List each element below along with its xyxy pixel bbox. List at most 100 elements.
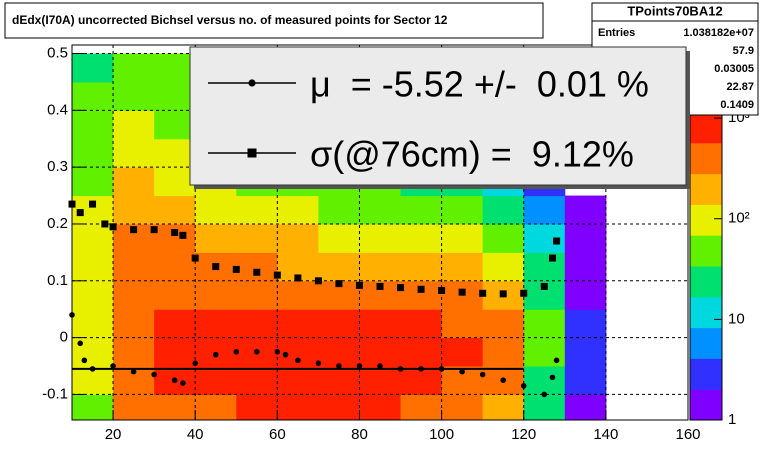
heat-cell bbox=[72, 138, 114, 168]
heat-cell bbox=[277, 223, 319, 253]
square-marker bbox=[335, 280, 343, 288]
heat-cell bbox=[154, 167, 196, 197]
color-bar-segment bbox=[690, 358, 722, 390]
square-marker bbox=[499, 290, 507, 298]
circle-marker bbox=[233, 349, 240, 355]
heat-cell bbox=[400, 223, 443, 253]
square-marker bbox=[520, 289, 528, 297]
heat-cell bbox=[359, 195, 402, 225]
heat-cell bbox=[277, 195, 319, 225]
heat-cell bbox=[359, 223, 402, 253]
heat-cell bbox=[154, 280, 196, 310]
legend-frame bbox=[189, 46, 687, 186]
y-tick-label: 0.4 bbox=[47, 101, 68, 118]
heat-cell bbox=[113, 309, 155, 339]
legend: μ = -5.52 +/- 0.01 % σ(@76cm) = 9.12% bbox=[189, 46, 690, 189]
stats-entries-label: Entries bbox=[598, 27, 635, 39]
circle-marker bbox=[130, 368, 137, 375]
circle-marker bbox=[295, 357, 301, 364]
circle-marker bbox=[336, 363, 342, 369]
heat-cell bbox=[154, 223, 196, 253]
square-marker bbox=[89, 200, 97, 208]
circle-marker bbox=[418, 366, 424, 372]
heat-cell bbox=[523, 309, 566, 339]
heat-cell bbox=[564, 337, 607, 367]
circle-marker bbox=[459, 368, 465, 375]
z-tick-label: 1 bbox=[728, 411, 736, 428]
square-marker bbox=[458, 288, 466, 296]
heat-cell bbox=[277, 309, 319, 339]
color-bar-segment bbox=[690, 204, 722, 236]
stats-value: 57.9 bbox=[733, 45, 754, 57]
heat-cell bbox=[441, 195, 484, 225]
heat-cell bbox=[195, 223, 237, 253]
heat-cell bbox=[154, 81, 196, 111]
circle-marker bbox=[541, 391, 548, 398]
heat-cell bbox=[195, 195, 237, 225]
heat-cell bbox=[72, 309, 114, 339]
square-marker bbox=[397, 284, 405, 292]
color-bar-segment bbox=[690, 173, 722, 205]
heat-cell bbox=[72, 110, 114, 140]
heat-cell bbox=[441, 337, 484, 367]
heat-cell bbox=[482, 394, 525, 420]
color-bar-segment bbox=[690, 389, 722, 421]
y-tick-label: 0.2 bbox=[47, 215, 68, 232]
heat-cell bbox=[482, 337, 525, 367]
heat-cell bbox=[400, 252, 443, 282]
x-tick-label: 100 bbox=[429, 426, 454, 443]
circle-marker bbox=[192, 360, 198, 366]
circle-marker bbox=[500, 377, 507, 384]
heat-cell bbox=[564, 252, 607, 282]
heat-cell bbox=[277, 280, 319, 310]
plot-frame bbox=[71, 44, 689, 421]
heat-cell bbox=[523, 366, 566, 395]
heat-cell bbox=[236, 252, 278, 282]
heat-cell bbox=[318, 337, 360, 367]
x-tick-label: 20 bbox=[105, 426, 122, 443]
heat-cell bbox=[113, 167, 155, 197]
heat-cell bbox=[113, 110, 155, 140]
circle-marker bbox=[397, 366, 404, 372]
x-tick-label: 140 bbox=[593, 426, 618, 443]
heat-cell bbox=[154, 309, 196, 339]
heat-cell bbox=[523, 337, 566, 367]
heat-cell bbox=[72, 394, 114, 420]
y-tick-label: -0.1 bbox=[42, 385, 68, 402]
square-marker bbox=[171, 229, 179, 236]
heat-cell bbox=[564, 280, 607, 310]
heat-cell bbox=[72, 223, 114, 253]
circle-marker bbox=[479, 371, 486, 378]
circle-marker bbox=[549, 374, 556, 381]
data-layer bbox=[68, 200, 561, 398]
heat-cell bbox=[236, 394, 278, 420]
z-tick-label: 10² bbox=[728, 210, 750, 227]
heat-cell bbox=[441, 394, 484, 420]
stats-value: 0.03005 bbox=[714, 63, 754, 75]
circle-marker bbox=[89, 366, 96, 372]
x-tick-label: 60 bbox=[269, 426, 286, 443]
heat-cell bbox=[113, 195, 155, 225]
color-bar-segment bbox=[690, 327, 722, 359]
heat-cell bbox=[113, 280, 155, 310]
square-marker bbox=[130, 226, 138, 234]
square-marker bbox=[253, 268, 261, 276]
heat-cell bbox=[113, 81, 155, 111]
circle-marker bbox=[315, 360, 322, 366]
heat-cell bbox=[277, 366, 319, 395]
heat-cell bbox=[113, 337, 155, 367]
square-marker bbox=[376, 282, 384, 290]
heat-cell bbox=[236, 280, 278, 310]
circle-marker bbox=[110, 363, 116, 369]
heat-cell bbox=[154, 53, 196, 83]
circle-marker bbox=[282, 351, 289, 358]
circle-marker bbox=[81, 357, 88, 364]
circle-marker bbox=[438, 366, 445, 372]
square-marker bbox=[101, 220, 109, 228]
legend-label: μ = -5.52 +/- 0.01 % bbox=[310, 64, 649, 105]
stats-value: 22.87 bbox=[726, 81, 754, 93]
color-bar-segment bbox=[690, 235, 722, 267]
circle-marker bbox=[212, 351, 219, 358]
